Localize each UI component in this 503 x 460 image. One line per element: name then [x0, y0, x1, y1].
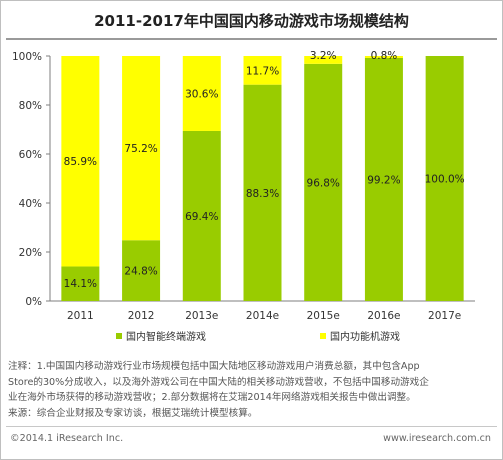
data-label-smart-terminal: 24.8%: [124, 266, 157, 278]
y-tick-label: 40%: [19, 198, 42, 210]
footnotes: 注释：1.中国国内移动游戏行业市场规模包括中国大陆地区移动游戏用户消费总额，其中…: [8, 359, 498, 421]
data-label-smart-terminal: 99.2%: [367, 174, 400, 186]
bar-smart-terminal: [61, 266, 100, 301]
stacked-bar-chart: 0% 20% 40% 60% 80% 100% 14.1% 85.9% 2011 24.8% 75.…: [12, 50, 475, 343]
chart-title: 2011-2017年中国国内移动游戏市场规模结构: [94, 12, 409, 30]
data-label-feature-phone: 0.8%: [371, 50, 398, 62]
x-tick-label: 2012: [128, 310, 155, 322]
website-text: www.iresearch.com.cn: [383, 433, 491, 444]
x-tick-label: 2014e: [246, 310, 279, 322]
footer-divider: [6, 426, 497, 427]
legend-swatch-smart-terminal: [116, 333, 122, 339]
x-tick-label: 2016e: [367, 310, 400, 322]
data-label-smart-terminal: 14.1%: [64, 278, 97, 290]
legend-swatch-feature-phone: [320, 333, 326, 339]
copyright-text: ©2014.1 iResearch Inc.: [10, 433, 124, 444]
bar-smart-terminal: [304, 63, 343, 302]
bar-smart-terminal: [364, 57, 403, 302]
footnote-line: 业在海外市场获得的移动游戏营收；2.部分数据将在艾瑞2014年网络游戏相关报告中…: [8, 392, 416, 403]
y-tick-label: 20%: [19, 247, 42, 259]
bar-feature-phone: [364, 56, 403, 58]
y-tick-label: 60%: [19, 149, 42, 161]
data-label-feature-phone: 85.9%: [64, 156, 97, 168]
data-label-feature-phone: 30.6%: [185, 88, 218, 100]
source-line: 来源：综合企业财报及专家访谈，根据艾瑞统计模型核算。: [8, 407, 258, 419]
bar-feature-phone: [182, 56, 221, 131]
y-tick-label: 100%: [12, 51, 42, 63]
bar-smart-terminal: [425, 56, 464, 301]
data-label-feature-phone: 75.2%: [124, 143, 157, 155]
data-label-smart-terminal: 88.3%: [246, 188, 279, 200]
x-tick-label: 2017e: [428, 310, 461, 322]
legend-label-feature-phone: 国内功能机游戏: [330, 330, 400, 343]
data-label-smart-terminal: 96.8%: [307, 177, 340, 189]
data-label-feature-phone: 11.7%: [246, 65, 279, 77]
bar-feature-phone: [304, 56, 343, 64]
title-divider: [6, 38, 497, 40]
y-tick-label: 0%: [25, 296, 42, 308]
x-tick-label: 2015e: [307, 310, 340, 322]
y-tick-label: 80%: [19, 100, 42, 112]
x-tick-label: 2011: [67, 310, 94, 322]
bar-feature-phone: [243, 56, 282, 85]
footnote-line: Store的30%分成收入，以及海外游戏公司在中国大陆的相关移动游戏营收，不包括…: [8, 376, 429, 388]
data-label-smart-terminal: 100.0%: [425, 174, 465, 186]
bar-feature-phone: [122, 56, 161, 241]
data-label-smart-terminal: 69.4%: [185, 211, 218, 223]
bar-feature-phone: [61, 56, 100, 267]
x-tick-label: 2013e: [185, 310, 218, 322]
footnote-line: 注释：1.中国国内移动游戏行业市场规模包括中国大陆地区移动游戏用户消费总额，其中…: [8, 361, 420, 372]
bar-smart-terminal: [122, 240, 161, 301]
bar-smart-terminal: [243, 84, 282, 301]
data-label-feature-phone: 3.2%: [310, 50, 337, 62]
legend-label-smart-terminal: 国内智能终端游戏: [126, 330, 206, 343]
bar-smart-terminal: [182, 130, 221, 301]
